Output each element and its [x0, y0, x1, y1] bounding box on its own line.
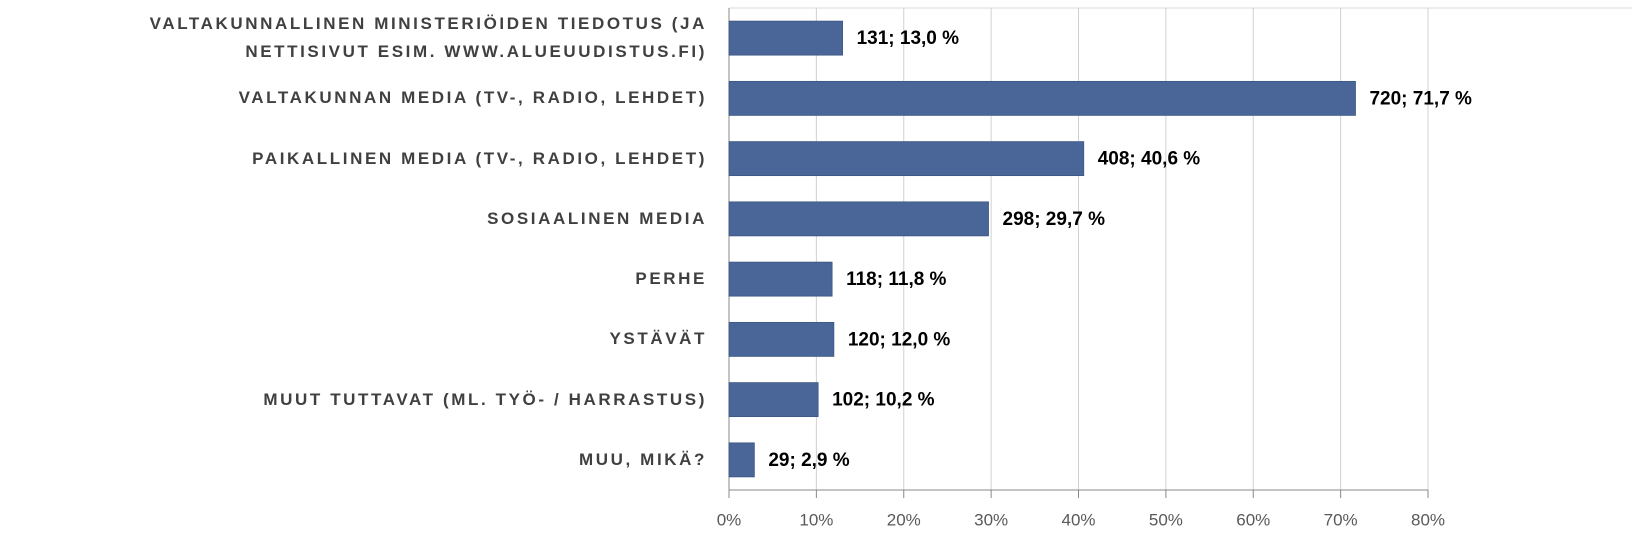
category-label: MUUT TUTTAVAT (ML. TYÖ- / HARRASTUS): [263, 389, 707, 409]
category-label: VALTAKUNNALLINEN MINISTERIÖIDEN TIEDOTUS…: [149, 14, 707, 62]
x-tick-label: 30%: [974, 510, 1008, 529]
bar: [728, 261, 833, 297]
bar: [728, 201, 989, 237]
category-label: SOSIAALINEN MEDIA: [487, 208, 707, 228]
bar: [728, 321, 835, 357]
bar: [728, 80, 1356, 116]
x-tick-label: 20%: [887, 510, 921, 529]
category-label: YSTÄVÄT: [609, 329, 707, 349]
x-tick-label: 40%: [1061, 510, 1095, 529]
value-label: 720; 71,7 %: [1369, 88, 1472, 109]
bar: [728, 141, 1085, 177]
x-tick-label: 10%: [799, 510, 833, 529]
value-label: 102; 10,2 %: [832, 390, 935, 411]
category-label: VALTAKUNNAN MEDIA (TV-, RADIO, LEHDET): [238, 88, 707, 108]
value-label: 29; 2,9 %: [768, 450, 849, 471]
value-label: 131; 13,0 %: [857, 28, 960, 49]
category-label: MUU, MIKÄ?: [579, 449, 707, 469]
bar: [728, 382, 819, 418]
value-label: 120; 12,0 %: [848, 329, 951, 350]
x-tick-label: 70%: [1324, 510, 1358, 529]
category-label: PAIKALLINEN MEDIA (TV-, RADIO, LEHDET): [252, 148, 707, 168]
category-label: PERHE: [635, 269, 707, 289]
value-label: 408; 40,6 %: [1098, 149, 1201, 170]
value-label: 298; 29,7 %: [1003, 209, 1106, 230]
x-tick-label: 60%: [1236, 510, 1270, 529]
bar: [728, 442, 755, 478]
x-tick-label: 0%: [717, 510, 742, 529]
x-tick-label: 80%: [1411, 510, 1445, 529]
value-label: 118; 11,8 %: [846, 269, 946, 290]
bar: [728, 20, 843, 56]
x-tick-label: 50%: [1149, 510, 1183, 529]
